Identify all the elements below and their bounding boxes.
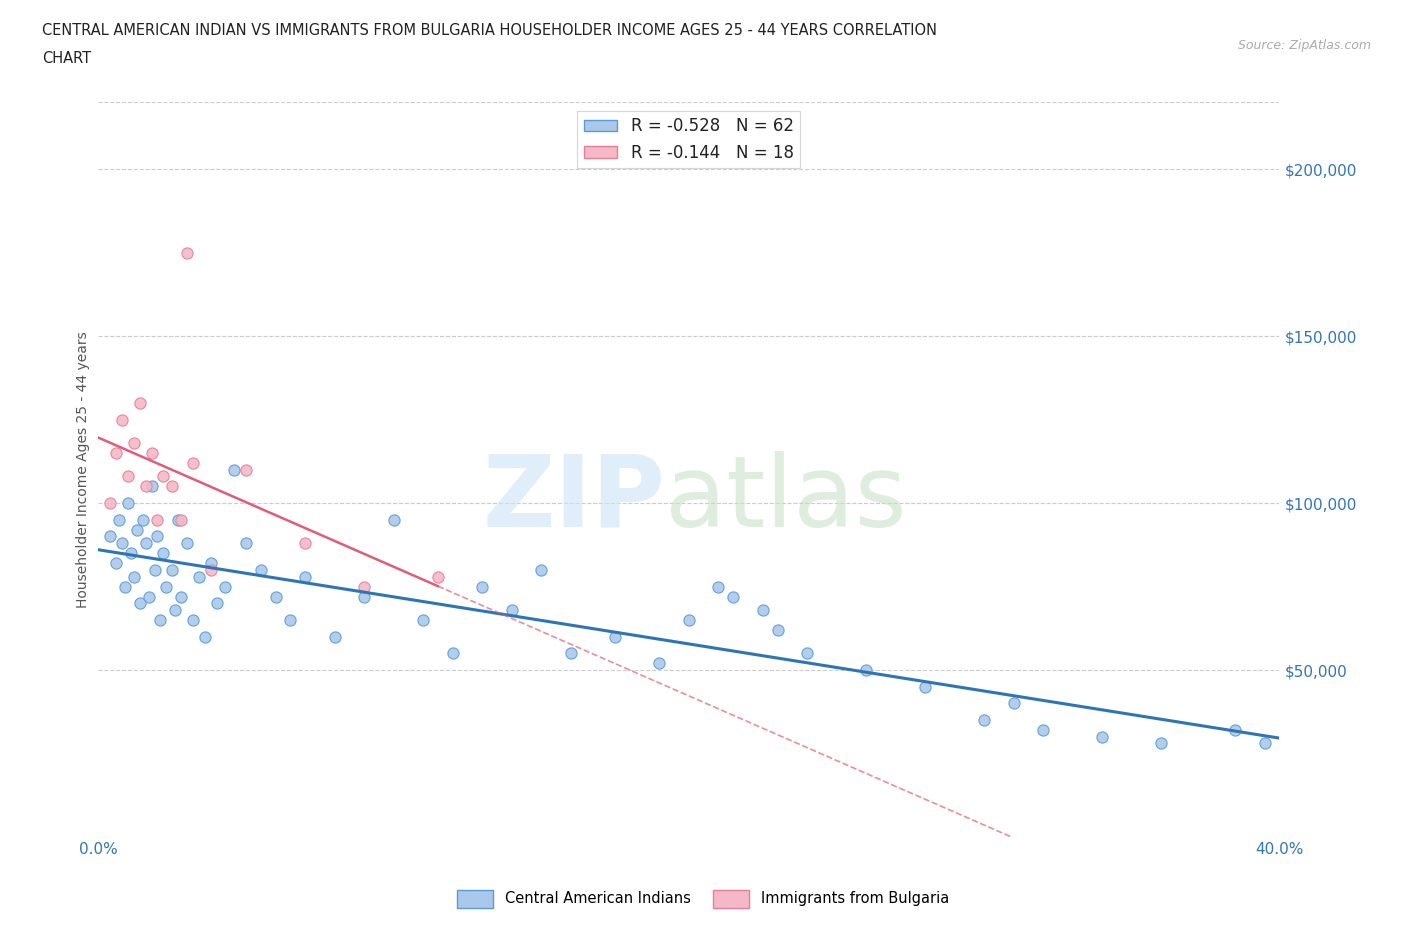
Point <box>194 630 217 644</box>
Text: ZIP: ZIP <box>482 450 665 548</box>
Point <box>751 603 773 618</box>
Point <box>187 569 209 584</box>
Point <box>721 589 744 604</box>
Point <box>235 536 257 551</box>
Point <box>141 479 163 494</box>
Point <box>224 462 246 477</box>
Point <box>914 679 936 694</box>
Point <box>560 645 582 660</box>
Point <box>162 479 183 494</box>
Point <box>214 579 236 594</box>
Point <box>181 613 204 628</box>
Point <box>353 579 375 594</box>
Point <box>170 512 193 527</box>
Point <box>181 456 204 471</box>
Point <box>796 645 818 660</box>
Point <box>152 469 174 484</box>
Point <box>98 529 121 544</box>
Point <box>128 596 150 611</box>
Point <box>128 395 150 410</box>
Point <box>200 556 222 571</box>
Point <box>427 569 450 584</box>
Point <box>117 496 139 511</box>
Point <box>165 603 187 618</box>
Point <box>707 579 730 594</box>
Point <box>125 523 148 538</box>
Point <box>141 445 163 460</box>
Point <box>323 630 346 644</box>
Point <box>530 563 553 578</box>
Point <box>162 563 183 578</box>
Point <box>111 536 134 551</box>
Point <box>132 512 155 527</box>
Point <box>235 462 257 477</box>
Point <box>766 622 789 637</box>
Text: CHART: CHART <box>42 51 91 66</box>
Point <box>353 589 375 604</box>
Point <box>205 596 228 611</box>
Legend: R = -0.528   N = 62, R = -0.144   N = 18: R = -0.528 N = 62, R = -0.144 N = 18 <box>578 111 800 168</box>
Point <box>441 645 464 660</box>
Point <box>1254 736 1277 751</box>
Point <box>98 496 121 511</box>
Point <box>146 512 169 527</box>
Point <box>200 563 222 578</box>
Point <box>122 569 145 584</box>
Point <box>135 536 157 551</box>
Point <box>1002 696 1025 711</box>
Point <box>176 536 198 551</box>
Point <box>278 613 302 628</box>
Point <box>855 662 877 677</box>
Point <box>412 613 434 628</box>
Point <box>1150 736 1173 751</box>
Point <box>146 529 169 544</box>
Point <box>973 712 995 727</box>
Point <box>114 579 136 594</box>
Point <box>143 563 166 578</box>
Point <box>138 589 160 604</box>
Point <box>176 246 198 260</box>
Point <box>105 445 128 460</box>
Point <box>170 589 193 604</box>
Point <box>471 579 494 594</box>
Legend: Central American Indians, Immigrants from Bulgaria: Central American Indians, Immigrants fro… <box>451 884 955 913</box>
Point <box>152 546 174 561</box>
Text: CENTRAL AMERICAN INDIAN VS IMMIGRANTS FROM BULGARIA HOUSEHOLDER INCOME AGES 25 -: CENTRAL AMERICAN INDIAN VS IMMIGRANTS FR… <box>42 23 938 38</box>
Point <box>120 546 142 561</box>
Y-axis label: Householder Income Ages 25 - 44 years: Householder Income Ages 25 - 44 years <box>76 331 90 608</box>
Point <box>111 412 134 427</box>
Point <box>135 479 157 494</box>
Point <box>501 603 523 618</box>
Point <box>294 569 316 584</box>
Point <box>105 556 128 571</box>
Point <box>149 613 172 628</box>
Text: atlas: atlas <box>665 450 907 548</box>
Point <box>605 630 627 644</box>
Point <box>117 469 139 484</box>
Point <box>250 563 273 578</box>
Point <box>1091 729 1114 744</box>
Text: Source: ZipAtlas.com: Source: ZipAtlas.com <box>1237 39 1371 52</box>
Point <box>122 435 145 450</box>
Point <box>167 512 190 527</box>
Point <box>382 512 405 527</box>
Point <box>294 536 316 551</box>
Point <box>108 512 131 527</box>
Point <box>1032 723 1054 737</box>
Point <box>155 579 177 594</box>
Point <box>264 589 287 604</box>
Point <box>648 656 671 671</box>
Point <box>1223 723 1246 737</box>
Point <box>678 613 700 628</box>
